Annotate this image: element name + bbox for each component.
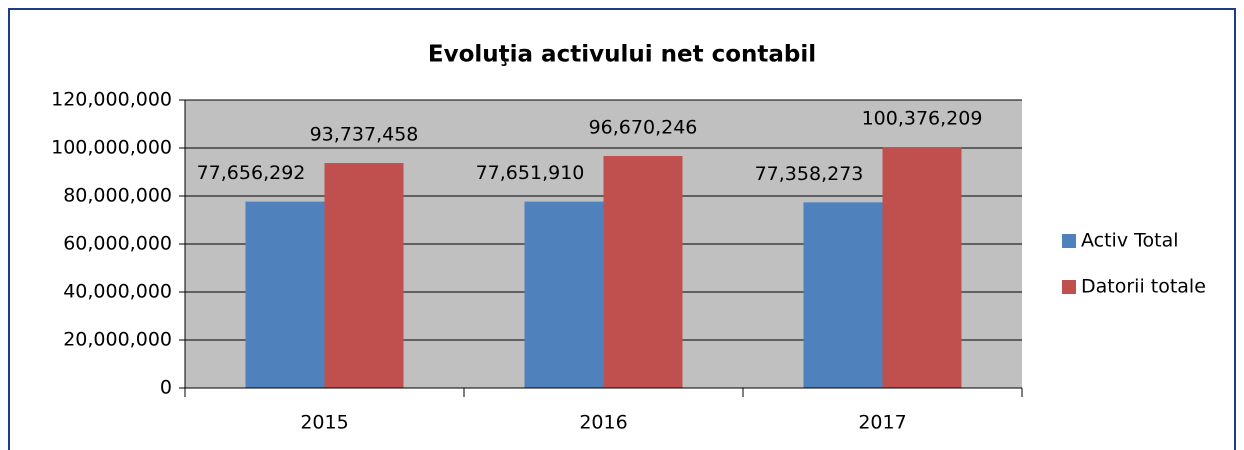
x-tick-label: 2017 bbox=[858, 412, 906, 434]
bar bbox=[603, 155, 683, 388]
x-tick-label: 2016 bbox=[579, 412, 627, 434]
legend-label: Datorii totale bbox=[1081, 276, 1206, 298]
data-label: 93,737,458 bbox=[310, 124, 419, 146]
bar bbox=[882, 147, 962, 388]
y-tick-label: 0 bbox=[160, 377, 172, 399]
legend-label: Activ Total bbox=[1081, 230, 1179, 252]
x-tick-label: 2015 bbox=[300, 412, 348, 434]
data-label: 96,670,246 bbox=[589, 116, 698, 138]
data-label: 77,651,910 bbox=[476, 162, 585, 184]
y-tick-label: 120,000,000 bbox=[51, 89, 172, 111]
chart-title: Evoluţia activului net contabil bbox=[428, 42, 816, 68]
legend-swatch bbox=[1062, 234, 1076, 248]
y-tick-label: 60,000,000 bbox=[63, 233, 172, 255]
y-tick-label: 20,000,000 bbox=[63, 329, 172, 351]
bar bbox=[324, 163, 404, 388]
y-tick-label: 100,000,000 bbox=[51, 137, 172, 159]
data-label: 100,376,209 bbox=[862, 108, 983, 130]
bar bbox=[803, 202, 883, 388]
y-tick-label: 80,000,000 bbox=[63, 185, 172, 207]
bar bbox=[245, 201, 325, 388]
data-label: 77,656,292 bbox=[197, 162, 306, 184]
frame bbox=[8, 8, 1236, 450]
y-tick-label: 40,000,000 bbox=[63, 281, 172, 303]
bar bbox=[524, 201, 604, 388]
legend-swatch bbox=[1062, 280, 1076, 294]
data-label: 77,358,273 bbox=[755, 163, 864, 185]
